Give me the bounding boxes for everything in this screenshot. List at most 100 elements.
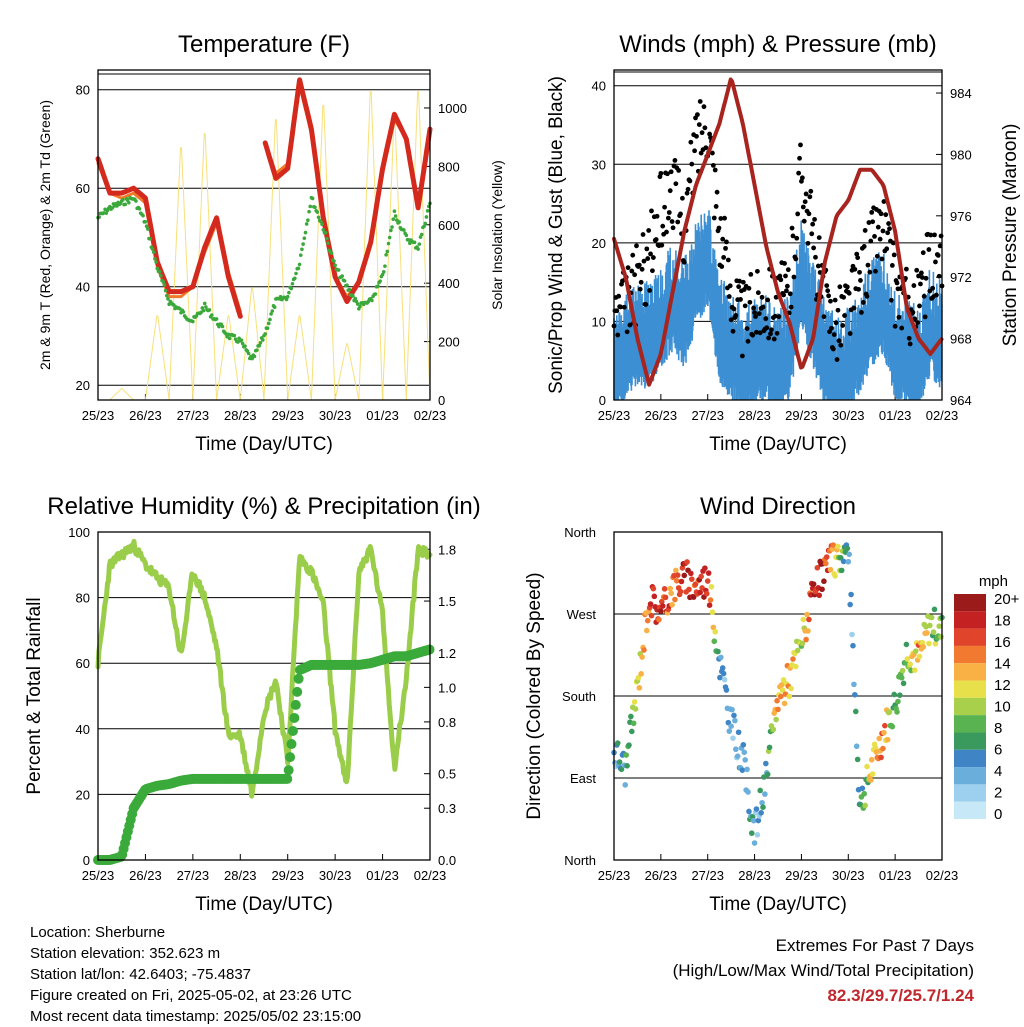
dewpoint-point — [392, 209, 397, 214]
wind-direction-point — [759, 799, 765, 806]
dewpoint-point — [383, 264, 387, 268]
gust-point — [621, 304, 627, 310]
colorbar-segment — [954, 611, 986, 629]
gust-point — [936, 273, 942, 279]
gust-point — [689, 161, 695, 167]
wind-direction-point — [898, 674, 905, 681]
wind-direction-point — [936, 623, 942, 629]
wind-direction-point — [742, 757, 748, 763]
gust-point — [928, 232, 934, 238]
dewpoint-point — [307, 209, 311, 214]
gust-point — [727, 283, 733, 289]
gust-point — [763, 316, 769, 322]
gust-point — [855, 255, 861, 261]
gust-point — [874, 253, 880, 259]
gust-point — [719, 264, 725, 269]
dewpoint-point — [204, 305, 208, 309]
gust-point — [841, 294, 846, 300]
gust-point — [917, 303, 922, 309]
wind-direction-point — [744, 766, 750, 773]
dewpoint-point — [141, 213, 145, 218]
gust-point — [627, 322, 633, 328]
dewpoint-point — [342, 279, 347, 283]
gust-point — [896, 314, 902, 320]
y-tick-label: North — [564, 525, 596, 540]
dewpoint-point — [422, 224, 426, 229]
x-tick-label: 28/23 — [224, 408, 257, 423]
wind-direction-point — [867, 777, 874, 783]
x-tick-label: 30/23 — [319, 868, 352, 883]
gust-point — [723, 245, 728, 251]
wind-direction-point — [728, 723, 734, 729]
wind-direction-point — [805, 628, 811, 634]
x-tick-label: 25/23 — [82, 868, 115, 883]
wind-direction-point — [662, 594, 669, 601]
gust-point — [857, 269, 862, 275]
wind-direction-point — [741, 749, 748, 756]
x-axis-label: Time (Day/UTC) — [195, 434, 333, 455]
wind-direction-point — [672, 596, 678, 603]
y-right-axis-label: Station Pressure (Maroon) — [1000, 124, 1021, 347]
gust-point — [771, 336, 777, 342]
dewpoint-point — [202, 301, 207, 306]
dewpoint-point — [172, 303, 176, 307]
wind-direction-point — [754, 831, 761, 838]
precip-point — [287, 726, 298, 737]
gust-point — [637, 286, 643, 292]
gust-point — [636, 262, 642, 268]
gust-point — [806, 211, 812, 217]
x-tick-label: 02/23 — [414, 868, 447, 883]
wind-direction-point — [851, 681, 857, 688]
dewpoint-point — [121, 197, 125, 202]
gust-point — [791, 274, 797, 280]
wind-direction-point — [920, 644, 927, 650]
dewpoint-point — [384, 253, 388, 257]
dewpoint-point — [137, 206, 142, 211]
gust-point — [932, 232, 937, 238]
gust-point — [832, 297, 838, 303]
gust-point — [615, 332, 621, 338]
y-tick-label: 40 — [76, 280, 90, 295]
y-right-tick-label: 976 — [950, 209, 972, 224]
y-tick-label: 20 — [592, 236, 606, 251]
gust-point — [646, 228, 652, 233]
gust-point — [672, 157, 678, 163]
wind-direction-point — [735, 729, 742, 736]
gust-point — [710, 150, 715, 156]
y-tick-label: 20 — [76, 378, 90, 393]
wind-direction-point — [852, 691, 858, 698]
gust-point — [935, 253, 941, 258]
elevation-text: Station elevation: 352.623 m — [30, 945, 221, 962]
y-right-tick-label: 0.0 — [438, 853, 456, 868]
colorbar-label: 4 — [994, 763, 1002, 780]
gust-point — [784, 288, 789, 294]
dewpoint-point — [239, 338, 244, 342]
dewpoint-point — [289, 286, 294, 291]
wind-direction-point — [878, 754, 884, 761]
wind-direction-point — [889, 723, 896, 730]
gust-point — [753, 314, 758, 319]
gust-point — [764, 325, 770, 331]
gust-point — [699, 130, 705, 136]
wind-direction-point — [745, 789, 751, 795]
gust-point — [894, 280, 900, 286]
dewpoint-point — [303, 230, 308, 235]
wind-direction-point — [729, 706, 735, 713]
wind-direction-point — [751, 840, 758, 846]
extremes-values: 82.3/29.7/25.7/1.24 — [827, 986, 974, 1005]
wind-direction-point — [766, 744, 773, 751]
gust-point — [684, 190, 690, 196]
gust-point — [658, 170, 664, 176]
gust-point — [802, 199, 808, 205]
wind-direction-point — [638, 671, 644, 677]
gust-point — [616, 293, 622, 299]
gust-point — [665, 171, 670, 177]
y-tick-label: 60 — [76, 181, 90, 196]
gust-point — [647, 288, 653, 293]
wind-direction-point — [850, 642, 856, 649]
gust-point — [654, 213, 660, 219]
dewpoint-point — [358, 304, 362, 309]
dewpoint-point — [257, 343, 262, 348]
wind-direction-point — [884, 736, 891, 743]
wind-direction-point — [830, 542, 837, 548]
